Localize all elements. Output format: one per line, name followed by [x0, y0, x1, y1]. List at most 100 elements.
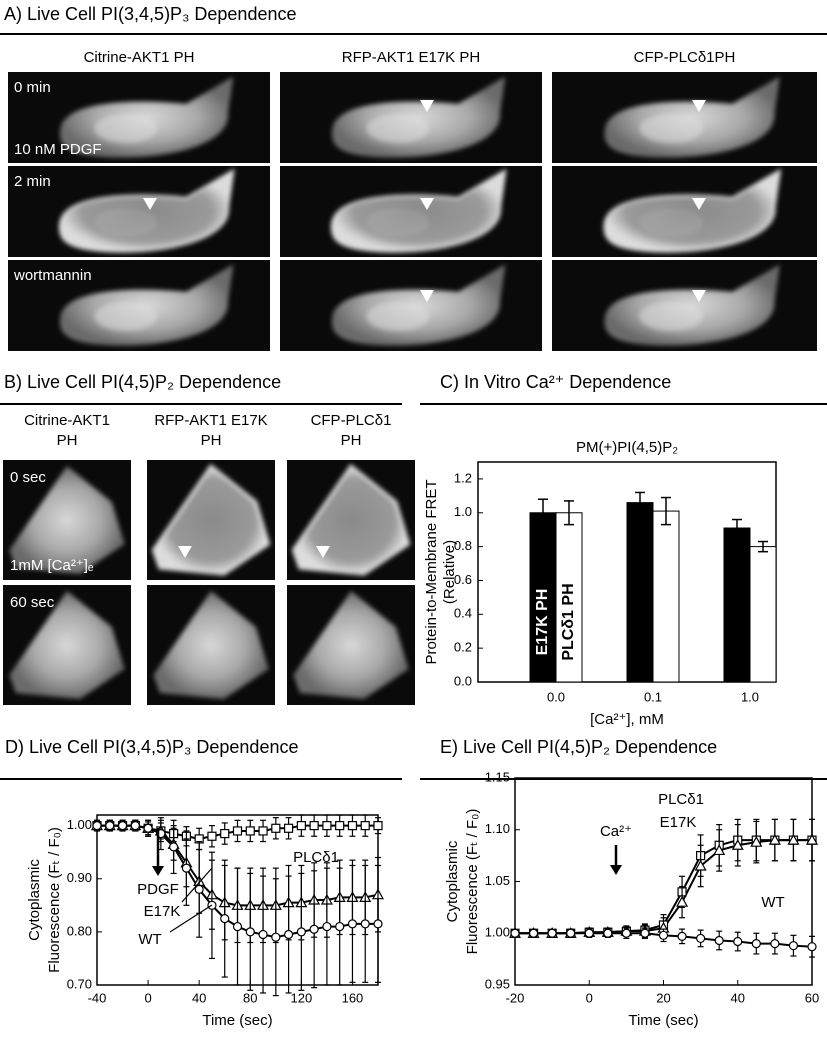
x-tick-label: 40: [192, 990, 206, 1005]
image-label: 0 sec: [10, 469, 46, 486]
point: [658, 930, 669, 940]
y-tick-label: 0.70: [67, 976, 92, 991]
cell: [59, 76, 234, 158]
point: [194, 884, 204, 894]
x-tick-label: 20: [656, 990, 670, 1005]
panel-title: E) Live Cell PI(4,5)P₂ Dependence: [440, 737, 717, 757]
nucleus: [366, 301, 430, 331]
nucleus: [94, 207, 158, 237]
cell: [153, 591, 269, 699]
arrowhead: [692, 198, 706, 210]
column-header: Citrine-AKT1 PH: [84, 49, 195, 66]
y-axis-label: Cytoplasmic: [444, 840, 461, 922]
bar: [626, 502, 654, 683]
series-label: PLCδ1: [293, 849, 339, 866]
point: [696, 933, 706, 944]
point: [713, 844, 726, 856]
point: [788, 941, 799, 951]
point: [373, 919, 383, 929]
point: [676, 895, 689, 907]
point: [271, 823, 281, 833]
column-header: PH: [341, 432, 362, 449]
cell-body: [293, 591, 409, 699]
x-tick-label: 80: [243, 990, 257, 1005]
arrowhead: [420, 290, 434, 302]
point: [510, 928, 520, 938]
x-tick-label: 0: [586, 990, 593, 1005]
x-tick-label: 40: [731, 990, 745, 1005]
point: [245, 826, 255, 836]
column-header: PH: [57, 432, 78, 449]
cell: [293, 591, 409, 699]
cell: [59, 264, 234, 346]
series-label: E17K: [144, 903, 181, 920]
point: [335, 821, 345, 831]
point: [805, 833, 819, 845]
image-label: 10 nM PDGF: [14, 141, 102, 158]
series-label: PLCδ1: [658, 791, 704, 808]
plot-frame: [514, 777, 813, 986]
point: [347, 919, 358, 929]
point: [117, 821, 128, 831]
x-axis-label: Time (sec): [202, 1012, 272, 1029]
y-tick-label: 1.2: [454, 470, 472, 485]
nucleus: [94, 301, 158, 331]
column-header: CFP-PLCδ1PH: [634, 49, 736, 66]
y-axis-label: Fluorescence (Fₜ / F₀): [46, 827, 63, 973]
point: [283, 823, 294, 833]
point: [547, 928, 557, 938]
x-tick-label: 60: [805, 990, 819, 1005]
bar: [652, 510, 680, 683]
bar: [749, 546, 777, 683]
point: [271, 932, 281, 942]
y-tick-label: 1.10: [485, 821, 510, 836]
y-tick-label: 1.05: [485, 873, 510, 888]
cell: [9, 466, 125, 574]
column-header: CFP-PLCδ1: [311, 412, 392, 429]
cell-body: [9, 466, 125, 574]
y-tick-label: 1.0: [454, 504, 472, 519]
nucleus: [366, 113, 430, 143]
point: [143, 823, 153, 833]
y-axis-label: Fluorescence (Fₜ / F₀): [464, 809, 481, 955]
image-label: 0 min: [14, 79, 51, 96]
point: [528, 928, 539, 938]
panel-title: A) Live Cell PI(3,4,5)P₃ Dependence: [4, 4, 296, 24]
arrow-head: [152, 866, 164, 876]
y-axis-label: (Relative): [441, 540, 458, 604]
point: [296, 821, 306, 831]
arrowhead: [692, 290, 706, 302]
column-header: RFP-AKT1 E17K: [154, 412, 267, 429]
x-tick-label: 1.0: [741, 689, 759, 704]
point: [694, 859, 707, 871]
point: [770, 938, 780, 949]
point: [751, 938, 761, 949]
column-header: Citrine-AKT1: [24, 412, 110, 429]
point: [232, 826, 243, 836]
point: [207, 831, 217, 841]
point: [322, 821, 332, 831]
arrowhead: [178, 546, 192, 558]
y-tick-label: 0.90: [67, 870, 92, 885]
legend-entry: PLCδ1 PH: [560, 583, 577, 660]
panel-title: D) Live Cell PI(3,4,5)P₃ Dependence: [5, 737, 298, 757]
image-label: 1mM [Ca²⁺]ₑ: [10, 557, 94, 574]
point: [768, 833, 781, 845]
leader-line: [181, 867, 213, 903]
point: [92, 821, 102, 831]
panel-title: C) In Vitro Ca²⁺ Dependence: [440, 372, 671, 392]
y-axis-label: Protein-to-Membrane FRET: [423, 479, 440, 664]
nucleus: [366, 207, 430, 237]
nucleus: [94, 113, 158, 143]
y-tick-label: 0.8: [454, 538, 472, 553]
image-label: 2 min: [14, 173, 51, 190]
y-tick-label: 1.00: [485, 925, 510, 940]
y-tick-label: 0.4: [454, 606, 472, 621]
arrow-head: [610, 865, 622, 875]
point: [360, 821, 370, 831]
x-tick-label: -20: [506, 990, 525, 1005]
panel-title: B) Live Cell PI(4,5)P₂ Dependence: [4, 372, 281, 392]
nucleus: [639, 301, 704, 331]
y-tick-label: 0.95: [485, 976, 510, 991]
